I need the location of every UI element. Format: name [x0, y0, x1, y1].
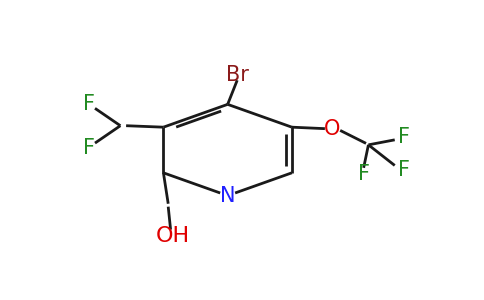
Text: F: F [83, 138, 95, 158]
Text: F: F [398, 128, 410, 148]
Text: Br: Br [226, 65, 249, 85]
Text: N: N [220, 186, 235, 206]
Text: F: F [358, 164, 370, 184]
Text: OH: OH [156, 226, 190, 246]
Text: O: O [324, 119, 341, 139]
Text: F: F [398, 160, 410, 180]
Text: F: F [83, 94, 95, 114]
